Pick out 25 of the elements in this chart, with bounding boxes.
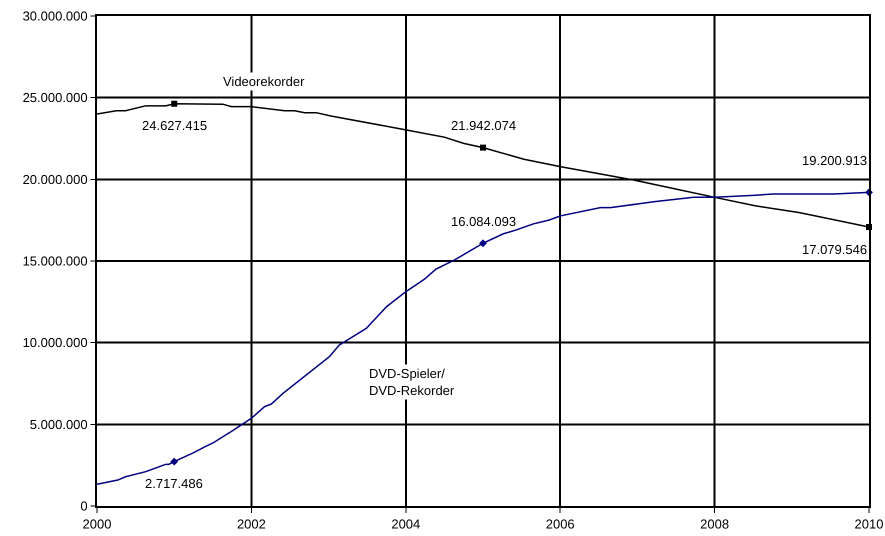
point [171,100,178,107]
text: DVD-Spieler/ DVD-Rekorder [369,366,455,398]
data-label: 24.627.415 [142,118,208,133]
data-label: 16.084.093 [451,214,516,229]
y-tick-label: 5.000.000 [30,416,88,432]
data-label: 17.079.546 [802,242,868,257]
point [479,239,487,248]
x-tick-label: 2000 [82,516,112,532]
data-label: 21.942.074 [451,118,516,133]
x-tick-label: 2006 [546,516,575,532]
series-label: Videorekorder [223,74,306,89]
data-label: 2.717.486 [145,476,203,491]
point [170,458,178,466]
data-label: 19.200.913 [802,153,868,168]
x-tick-label: 2010 [854,516,884,532]
y-tick-label: 0 [80,498,88,514]
x-tick-label: 2004 [391,516,420,532]
x-tick-label: 2008 [700,516,730,532]
point [480,144,486,151]
y-tick-label: 10.000.000 [22,335,88,350]
y-tick-label: 20.000.000 [22,172,88,187]
y-tick-label: 15.000.000 [22,254,88,269]
y-tick-label: 25.000.000 [22,90,88,106]
y-tick-label: 30.000.000 [22,8,88,24]
x-tick-label: 2002 [236,516,266,532]
